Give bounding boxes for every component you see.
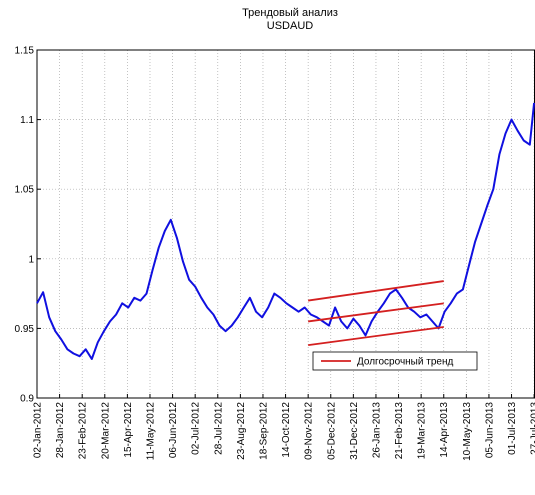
chart-subtitle: USDAUD <box>267 20 314 32</box>
x-tick-label: 20-Mar-2012 <box>100 402 111 460</box>
x-tick-label: 02-Jan-2012 <box>33 402 44 459</box>
x-tick-label: 15-Apr-2012 <box>123 402 134 458</box>
x-tick-label: 14-Oct-2012 <box>281 402 292 458</box>
x-tick-label: 21-Feb-2013 <box>394 402 405 460</box>
x-tick-label: 10-May-2013 <box>462 402 473 461</box>
x-tick-label: 19-Mar-2013 <box>417 402 428 460</box>
x-tick-label: 26-Jan-2013 <box>371 402 382 459</box>
y-tick-label: 1.1 <box>20 115 34 126</box>
trend-line <box>308 326 444 346</box>
y-tick-label: 1 <box>28 254 34 265</box>
legend-box <box>312 351 478 371</box>
x-tick-label: 18-Sep-2012 <box>258 402 269 460</box>
x-tick-label: 23-Feb-2012 <box>78 402 89 460</box>
x-tick-label: 06-Jun-2012 <box>168 402 179 459</box>
x-tick-label: 01-Jul-2013 <box>507 402 518 455</box>
x-tick-label: 05-Dec-2012 <box>326 402 337 460</box>
legend-label: Долгосрочный тренд <box>357 357 453 368</box>
x-tick-label: 14-Apr-2013 <box>439 402 450 458</box>
y-tick-label: 1.05 <box>15 185 35 196</box>
trend-line <box>308 302 444 323</box>
trend-line <box>308 280 444 302</box>
x-tick-label: 31-Dec-2012 <box>349 402 360 460</box>
y-tick-label: 1.15 <box>15 46 35 57</box>
x-tick-label: 28-Jan-2012 <box>55 402 66 459</box>
x-tick-label: 23-Aug-2012 <box>236 402 247 460</box>
x-tick-label: 28-Jul-2012 <box>213 402 224 455</box>
x-tick-label: 27-Jul-2013 <box>530 402 535 455</box>
x-tick-label: 05-Jun-2013 <box>484 402 495 459</box>
x-tick-label: 02-Jul-2012 <box>191 402 202 455</box>
y-tick-label: 0.95 <box>15 324 35 335</box>
x-tick-label: 09-Nov-2012 <box>304 402 315 460</box>
price-line <box>36 102 535 360</box>
x-tick-label: 11-May-2012 <box>145 402 156 461</box>
y-tick-label: 0.9 <box>20 394 34 405</box>
chart-title: Трендовый анализ <box>242 7 338 19</box>
